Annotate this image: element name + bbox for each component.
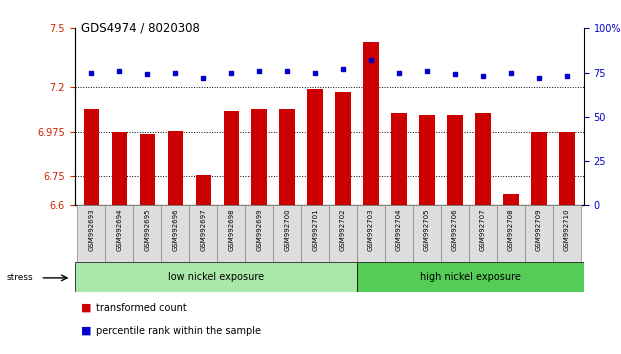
Bar (245, 205, 273, 262)
Text: GSM992698: GSM992698 (228, 208, 234, 251)
Bar (273, 205, 301, 262)
Bar (469, 205, 497, 262)
Text: GSM992709: GSM992709 (536, 208, 542, 251)
Text: GSM992701: GSM992701 (312, 208, 318, 251)
Text: GSM992707: GSM992707 (480, 208, 486, 251)
Text: GSM992704: GSM992704 (396, 208, 402, 251)
Bar (189, 205, 217, 262)
Bar (363, 42, 379, 205)
Bar (134, 205, 161, 262)
Text: GSM992706: GSM992706 (452, 208, 458, 251)
Bar (112, 132, 127, 205)
Bar (279, 109, 295, 205)
Bar (503, 194, 519, 205)
Text: transformed count: transformed count (96, 303, 187, 313)
Bar (357, 205, 385, 262)
Bar (385, 205, 413, 262)
Text: GSM992696: GSM992696 (172, 208, 178, 251)
Text: GSM992700: GSM992700 (284, 208, 290, 251)
Bar (553, 205, 581, 262)
Text: ■: ■ (81, 326, 91, 336)
Bar (161, 205, 189, 262)
Bar (168, 131, 183, 205)
Bar (560, 132, 574, 205)
Text: GSM992693: GSM992693 (88, 208, 94, 251)
Bar (307, 89, 323, 205)
Text: GSM992695: GSM992695 (144, 208, 150, 251)
Text: GSM992694: GSM992694 (116, 208, 122, 251)
Bar (475, 113, 491, 205)
Bar (335, 92, 351, 205)
Bar (140, 133, 155, 205)
Bar (78, 205, 106, 262)
Bar (358, 262, 584, 292)
Bar (301, 205, 329, 262)
Bar (329, 205, 357, 262)
Bar (391, 113, 407, 205)
Text: GSM992702: GSM992702 (340, 208, 346, 251)
Bar (196, 175, 211, 205)
Text: GSM992710: GSM992710 (564, 208, 570, 251)
Text: GSM992697: GSM992697 (200, 208, 206, 251)
Bar (75, 262, 358, 292)
Text: ■: ■ (81, 303, 91, 313)
Text: stress: stress (6, 273, 33, 282)
Bar (447, 115, 463, 205)
Bar (413, 205, 441, 262)
Text: low nickel exposure: low nickel exposure (168, 272, 264, 282)
Bar (217, 205, 245, 262)
Bar (419, 115, 435, 205)
Bar (252, 109, 267, 205)
Text: GSM992703: GSM992703 (368, 208, 374, 251)
Text: GSM992699: GSM992699 (256, 208, 262, 251)
Bar (532, 132, 546, 205)
Bar (224, 111, 239, 205)
Text: percentile rank within the sample: percentile rank within the sample (96, 326, 261, 336)
Bar (106, 205, 134, 262)
Bar (84, 109, 99, 205)
Bar (441, 205, 469, 262)
Text: GSM992705: GSM992705 (424, 208, 430, 251)
Bar (525, 205, 553, 262)
Text: high nickel exposure: high nickel exposure (420, 272, 521, 282)
Text: GDS4974 / 8020308: GDS4974 / 8020308 (81, 21, 199, 34)
Bar (497, 205, 525, 262)
Text: GSM992708: GSM992708 (508, 208, 514, 251)
